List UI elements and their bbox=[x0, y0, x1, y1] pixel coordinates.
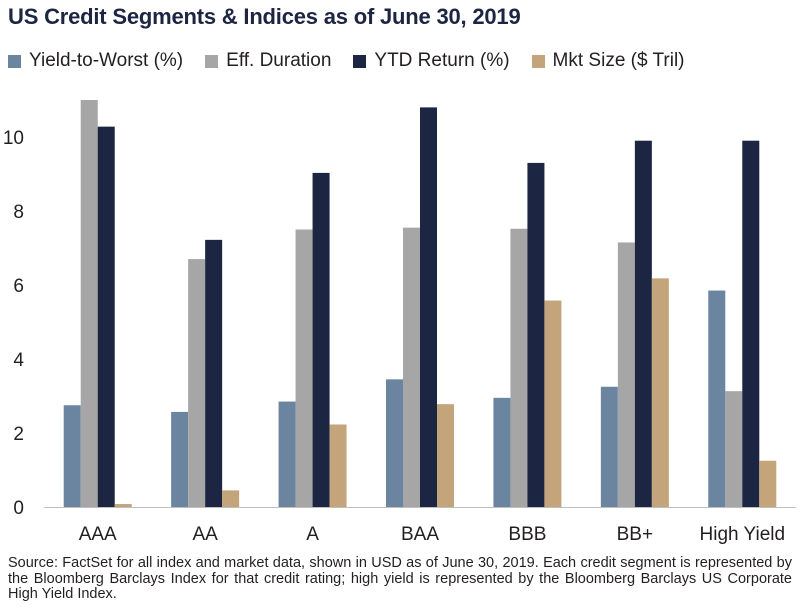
legend-label-mkt-size: Mkt Size ($ Tril) bbox=[552, 50, 685, 71]
legend-label-yield-to-worst: Yield-to-Worst (%) bbox=[29, 50, 184, 71]
x-tick-label: AAA bbox=[79, 524, 117, 545]
x-tick-label: BAA bbox=[401, 524, 439, 545]
bar bbox=[295, 229, 313, 507]
bar bbox=[759, 460, 777, 507]
x-tick-label: High Yield bbox=[700, 524, 786, 545]
bar bbox=[527, 162, 545, 507]
x-tick-label: BBB bbox=[508, 524, 546, 545]
bar bbox=[651, 278, 669, 507]
bar bbox=[329, 424, 347, 507]
bar bbox=[386, 379, 403, 507]
y-tick-label: 10 bbox=[3, 128, 24, 149]
bar bbox=[80, 100, 98, 507]
legend-swatch-eff-duration bbox=[205, 54, 219, 68]
bar bbox=[510, 228, 528, 507]
bar bbox=[312, 172, 330, 507]
bar bbox=[600, 386, 618, 507]
bar bbox=[725, 391, 743, 507]
bar bbox=[742, 140, 760, 507]
bar bbox=[403, 227, 420, 507]
y-tick-label: 4 bbox=[13, 350, 24, 371]
bar bbox=[437, 404, 454, 507]
bar bbox=[493, 397, 511, 507]
bar bbox=[617, 242, 635, 507]
x-tick-label: BB+ bbox=[617, 524, 653, 545]
y-tick-label: 2 bbox=[13, 424, 24, 445]
legend-swatch-ytd-return bbox=[353, 54, 367, 68]
bar bbox=[114, 504, 132, 507]
x-tick-label: AA bbox=[192, 524, 218, 545]
chart-title: US Credit Segments & Indices as of June … bbox=[8, 4, 521, 29]
bar bbox=[171, 411, 189, 507]
legend-item-mkt-size: Mkt Size ($ Tril) bbox=[531, 50, 685, 72]
bar bbox=[222, 490, 240, 507]
legend-item-eff-duration: Eff. Duration bbox=[205, 50, 331, 72]
legend-item-yield-to-worst: Yield-to-Worst (%) bbox=[8, 50, 183, 72]
bar bbox=[544, 300, 562, 507]
bar bbox=[278, 401, 296, 507]
bar bbox=[97, 126, 115, 507]
legend-swatch-mkt-size bbox=[531, 54, 545, 68]
legend-swatch-yield-to-worst bbox=[8, 54, 21, 68]
legend-label-eff-duration: Eff. Duration bbox=[226, 50, 332, 71]
source-note: Source: FactSet for all index and market… bbox=[8, 555, 792, 602]
legend-item-ytd-return: YTD Return (%) bbox=[353, 50, 510, 72]
legend-label-ytd-return: YTD Return (%) bbox=[374, 50, 510, 71]
y-tick-label: 8 bbox=[13, 202, 24, 223]
y-tick-label: 0 bbox=[13, 498, 24, 519]
bar bbox=[634, 140, 652, 507]
legend: Yield-to-Worst (%) Eff. Duration YTD Ret… bbox=[8, 50, 685, 72]
bar bbox=[205, 239, 223, 508]
x-tick-label: A bbox=[306, 524, 319, 545]
bar bbox=[188, 259, 206, 507]
bar bbox=[708, 290, 726, 507]
bar bbox=[63, 405, 81, 507]
bar bbox=[420, 107, 437, 508]
y-tick-label: 6 bbox=[13, 276, 24, 297]
